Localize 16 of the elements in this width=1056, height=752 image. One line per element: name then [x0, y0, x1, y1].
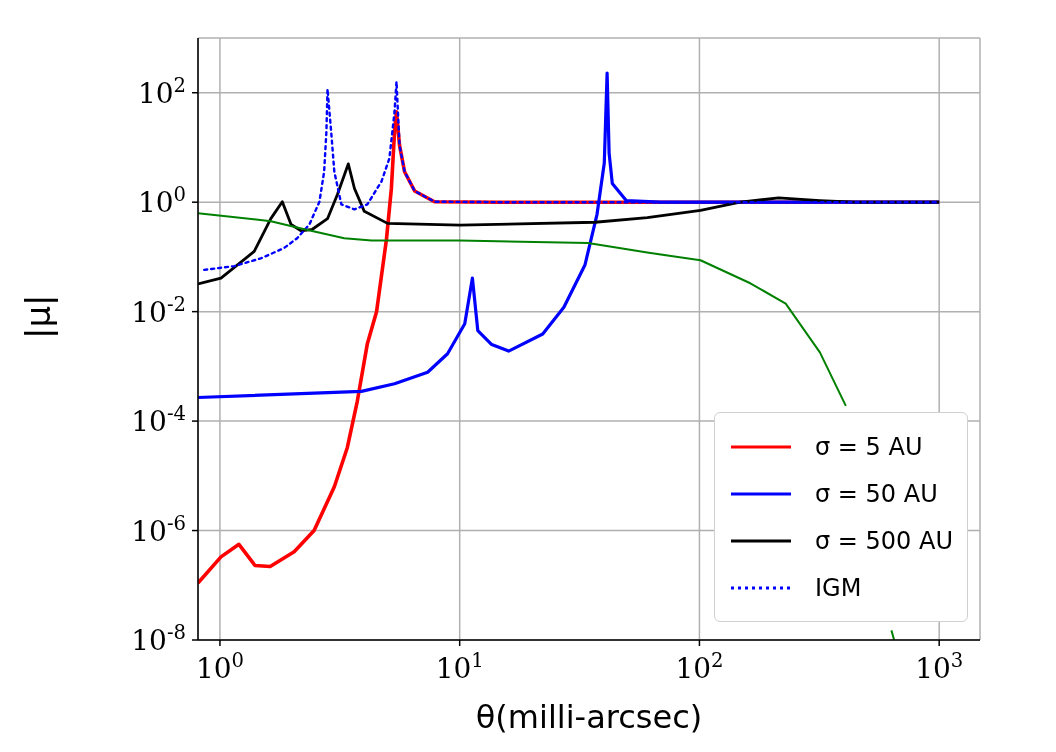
x-tick-label: 10$^{3}$ [915, 648, 964, 685]
legend-label: σ = 500 AU [815, 526, 953, 555]
x-tick-label: 10$^{1}$ [435, 648, 484, 685]
legend-label: σ = 5 AU [815, 432, 923, 461]
y-tick-label: 10$^{-4}$ [131, 401, 186, 439]
legend-label: σ = 50 AU [815, 479, 938, 508]
y-tick-label: 10$^{2}$ [137, 73, 186, 110]
y-tick-label: 10$^{-6}$ [131, 511, 186, 548]
y-axis-title: |μ| [18, 294, 59, 339]
y-tick-label: 10$^{0}$ [137, 182, 186, 220]
x-axis-title: θ(milli-arcsec) [475, 698, 703, 736]
legend-label: IGM [815, 573, 862, 602]
x-tick-label: 10$^{0}$ [195, 648, 244, 685]
y-tick-label: 10$^{-8}$ [131, 620, 186, 657]
x-tick-label: 10$^{2}$ [675, 648, 724, 685]
y-tick-label: 10$^{-2}$ [131, 292, 186, 329]
